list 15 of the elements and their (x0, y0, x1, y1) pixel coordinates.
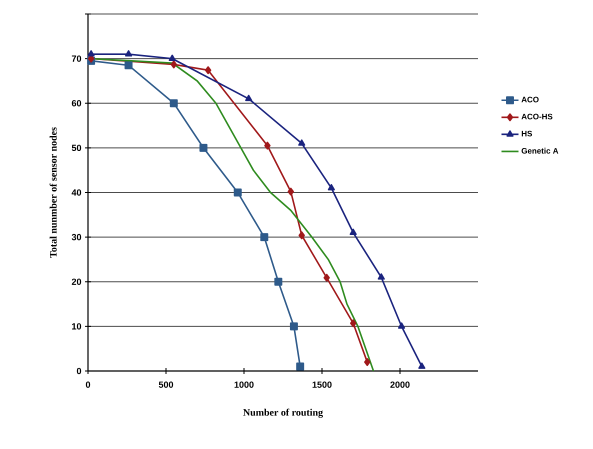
x-tick-label: 500 (158, 381, 174, 388)
y-tick-label: 50 (72, 144, 82, 152)
y-tick-label: 30 (72, 234, 82, 240)
x-tick-label: 1000 (234, 381, 254, 388)
x-tick-label: 1500 (312, 381, 332, 388)
x-tick-label: 2000 (390, 381, 410, 388)
y-tick-label: 20 (72, 278, 82, 285)
x-tick-label: 0 (86, 381, 90, 388)
x-axis-title: Number of routing (243, 408, 323, 418)
y-tick-label: 10 (72, 323, 82, 330)
y-tick-label: 60 (72, 100, 82, 106)
y-tick-label: 0 (76, 368, 82, 374)
y-tick-label: 40 (72, 189, 82, 196)
y-tick-label: 70 (72, 55, 82, 62)
y-axis-title: Total nunmber of sensor nodes (50, 127, 57, 258)
